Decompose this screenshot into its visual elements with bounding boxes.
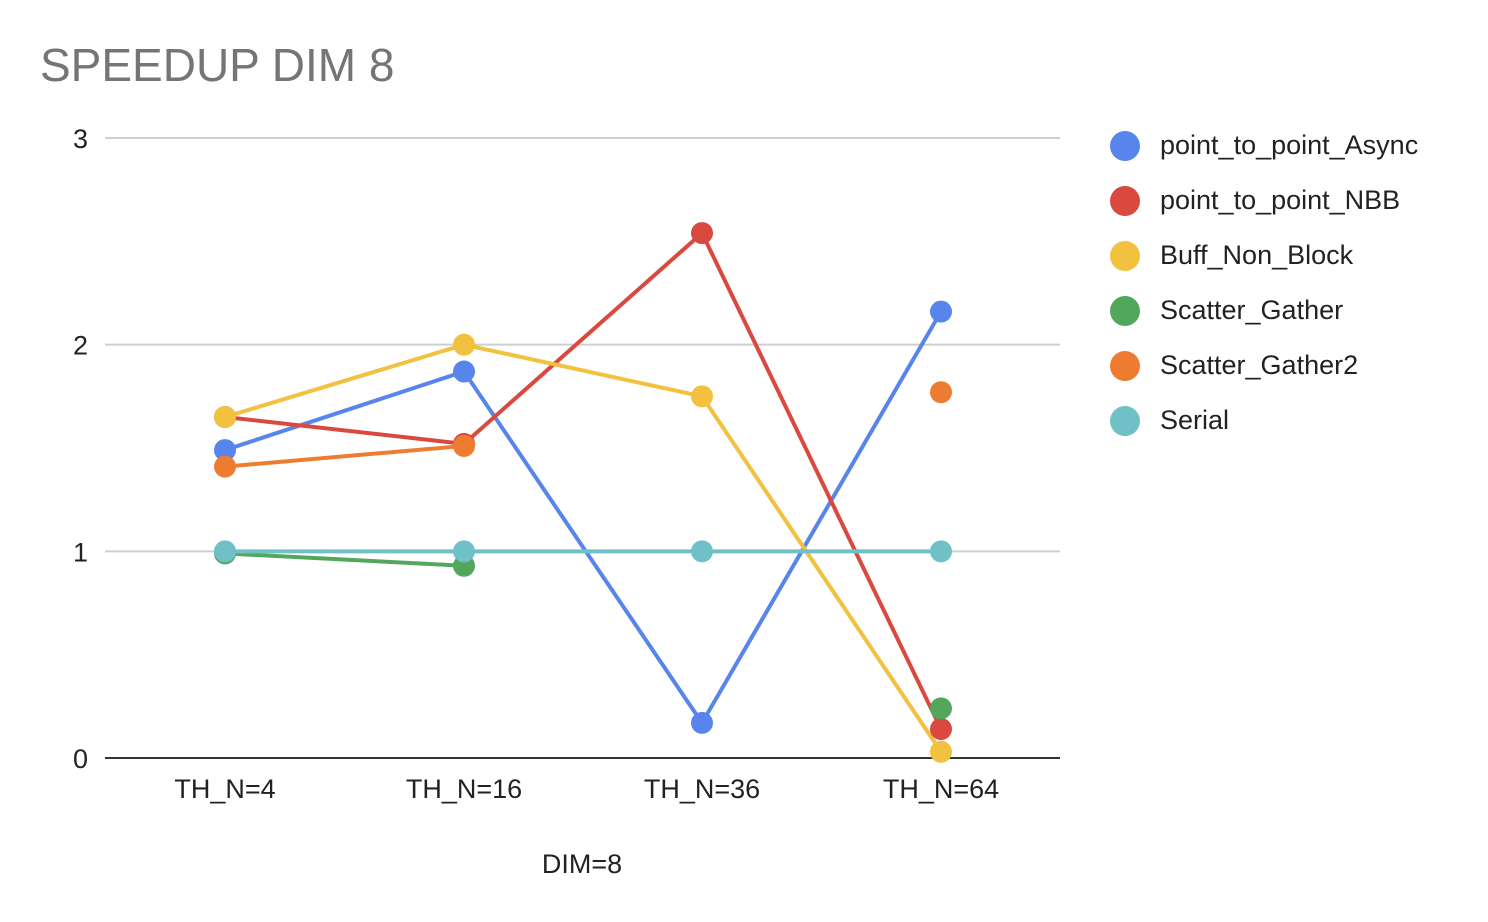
legend-label: point_to_point_Async xyxy=(1160,130,1419,160)
x-axis-title: DIM=8 xyxy=(542,849,622,879)
x-tick-label: TH_N=36 xyxy=(644,774,760,804)
data-point-Buff_Non_Block xyxy=(214,406,236,428)
data-point-Scatter_Gather2 xyxy=(453,434,475,457)
data-point-point_to_point_Async xyxy=(214,439,236,462)
legend-item: Serial xyxy=(1110,393,1418,448)
legend-swatch xyxy=(1110,295,1140,326)
data-point-point_to_point_Async xyxy=(453,360,475,383)
legend-swatch xyxy=(1110,240,1140,271)
legend: point_to_point_Async point_to_point_NBB Bu… xyxy=(1110,118,1418,448)
data-point-Buff_Non_Block xyxy=(930,740,952,763)
data-point-point_to_point_NBB xyxy=(691,222,713,245)
data-point-Scatter_Gather2 xyxy=(214,455,236,478)
legend-swatch xyxy=(1110,185,1140,216)
data-point-point_to_point_Async xyxy=(930,300,952,323)
series-line-point_to_point_NBB xyxy=(462,231,704,446)
legend-label: point_to_point_NBB xyxy=(1160,185,1401,215)
series-line-Buff_Non_Block xyxy=(462,342,704,399)
x-tick-label: TH_N=4 xyxy=(174,774,275,804)
data-point-Buff_Non_Block xyxy=(453,333,475,356)
data-point-point_to_point_NBB xyxy=(930,718,952,741)
legend-item: Scatter_Gather2 xyxy=(1110,338,1418,393)
legend-label: Scatter_Gather xyxy=(1160,295,1344,325)
chart-title: SPEEDUP DIM 8 xyxy=(40,39,395,91)
series-line-point_to_point_Async xyxy=(462,369,704,725)
legend-swatch xyxy=(1110,350,1140,381)
x-tick-label: TH_N=16 xyxy=(406,774,522,804)
data-point-Scatter_Gather xyxy=(930,697,952,720)
legend-label: Serial xyxy=(1160,405,1230,435)
y-tick-label: 2 xyxy=(73,331,88,361)
x-tick-label: TH_N=64 xyxy=(883,774,999,804)
data-point-Serial xyxy=(214,540,236,563)
data-point-point_to_point_Async xyxy=(691,711,713,734)
data-point-Buff_Non_Block xyxy=(691,385,713,408)
y-tick-label: 3 xyxy=(73,124,88,154)
legend-label: Scatter_Gather2 xyxy=(1160,350,1359,380)
legend-label: Buff_Non_Block xyxy=(1160,240,1354,270)
series-line-Scatter_Gather2 xyxy=(223,443,466,469)
legend-item: Scatter_Gather xyxy=(1110,283,1418,338)
y-tick-label: 0 xyxy=(73,744,88,774)
series-line-point_to_point_NBB xyxy=(223,415,466,446)
series-line-Buff_Non_Block xyxy=(223,342,466,419)
legend-swatch xyxy=(1110,405,1140,436)
legend-item: point_to_point_Async xyxy=(1110,118,1418,173)
data-point-Serial xyxy=(453,540,475,563)
y-tick-label: 1 xyxy=(73,537,88,567)
series-line-Buff_Non_Block xyxy=(700,394,943,754)
series-line-point_to_point_Async xyxy=(700,309,943,725)
legend-item: Buff_Non_Block xyxy=(1110,228,1418,283)
data-point-Serial xyxy=(691,540,713,563)
data-point-Scatter_Gather2 xyxy=(930,381,952,404)
series-line-Scatter_Gather xyxy=(223,551,466,568)
legend-swatch xyxy=(1110,130,1140,161)
series-line-point_to_point_NBB xyxy=(700,231,943,732)
legend-item: point_to_point_NBB xyxy=(1110,173,1418,228)
data-point-Serial xyxy=(930,540,952,563)
series-line-point_to_point_Async xyxy=(223,369,466,453)
